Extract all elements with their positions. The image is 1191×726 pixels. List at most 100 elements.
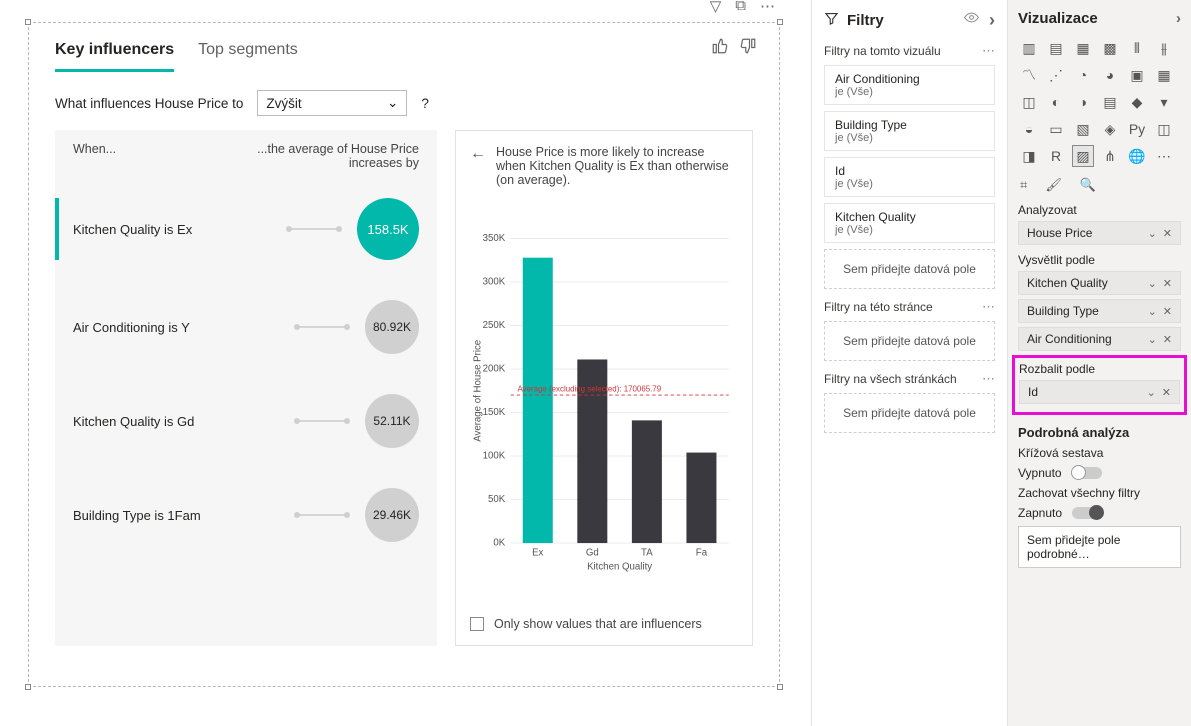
svg-text:Gd: Gd xyxy=(586,547,599,558)
viz-type-icon[interactable]: ⋔ xyxy=(1099,145,1121,167)
filter-card[interactable]: Air Conditioningje (Vše) xyxy=(824,65,995,105)
remove-field-icon[interactable]: ✕ xyxy=(1163,277,1172,290)
field-name: Air Conditioning xyxy=(1027,332,1112,346)
collapse-icon[interactable]: › xyxy=(1176,10,1181,27)
viz-type-icon[interactable]: ◆ xyxy=(1126,91,1148,113)
viz-type-icon[interactable]: ▾ xyxy=(1153,91,1175,113)
influencer-list: When... ...the average of House Price in… xyxy=(55,130,437,646)
keep-filters-toggle[interactable] xyxy=(1072,507,1102,519)
chevron-down-icon: ⌄ xyxy=(1148,227,1157,240)
viz-type-icon[interactable]: ▦ xyxy=(1072,37,1094,59)
viz-type-icon[interactable]: ▥ xyxy=(1018,37,1040,59)
field-well-item[interactable]: Kitchen Quality⌄✕ xyxy=(1018,271,1181,295)
viz-type-icon[interactable]: ▤ xyxy=(1099,91,1121,113)
more-icon[interactable]: ⋯ xyxy=(760,0,775,15)
viz-type-icon[interactable]: ◔ xyxy=(1072,64,1094,86)
filter-card[interactable]: Idje (Vše) xyxy=(824,157,995,197)
remove-field-icon[interactable]: ✕ xyxy=(1163,227,1172,240)
expand-by-highlight: Rozbalit podle Id⌄✕ xyxy=(1012,355,1187,415)
keep-filters-label: Zachovat všechny filtry xyxy=(1018,486,1181,500)
chevron-down-icon: ⌄ xyxy=(1148,277,1157,290)
collapse-icon[interactable]: › xyxy=(989,10,995,31)
help-icon[interactable]: ? xyxy=(421,96,429,111)
viz-type-icon[interactable]: ▧ xyxy=(1072,118,1094,140)
fields-tab-icon[interactable]: ⌗ xyxy=(1020,177,1027,193)
viz-type-icon[interactable]: Py xyxy=(1126,118,1148,140)
viz-type-icon[interactable]: ▣ xyxy=(1126,64,1148,86)
tab-top-segments[interactable]: Top segments xyxy=(198,41,298,72)
filter-card[interactable]: Building Typeje (Vše) xyxy=(824,111,995,151)
influencer-item[interactable]: Building Type is 1Fam29.46K xyxy=(73,488,419,542)
field-well-item[interactable]: House Price⌄✕ xyxy=(1018,221,1181,245)
analytics-tab-icon[interactable]: 🔍 xyxy=(1080,177,1096,193)
format-tab-icon[interactable]: 🖌 xyxy=(1045,177,1062,193)
filters-visual-drop[interactable]: Sem přidejte datová pole xyxy=(824,249,995,289)
filter-card[interactable]: Kitchen Qualityje (Vše) xyxy=(824,203,995,243)
viz-type-icon[interactable]: ⋯ xyxy=(1153,145,1175,167)
viz-type-icon[interactable]: 🌐 xyxy=(1126,145,1148,167)
field-well-item[interactable]: Air Conditioning⌄✕ xyxy=(1018,327,1181,351)
filters-all-drop[interactable]: Sem přidejte datová pole xyxy=(824,393,995,433)
field-name: Building Type xyxy=(1027,304,1099,318)
field-format-tabs: ⌗ 🖌 🔍 xyxy=(1020,177,1181,193)
viz-type-icon[interactable]: ⋰ xyxy=(1045,64,1067,86)
influencer-item[interactable]: Air Conditioning is Y80.92K xyxy=(73,300,419,354)
viz-type-icon[interactable]: ◨ xyxy=(1018,145,1040,167)
back-arrow-icon[interactable]: ← xyxy=(470,145,486,187)
field-well-item[interactable]: Id⌄✕ xyxy=(1019,380,1180,404)
chart-title: House Price is more likely to increase w… xyxy=(496,145,734,187)
influencer-label: Kitchen Quality is Gd xyxy=(73,414,279,429)
viz-type-icon[interactable]: ◑ xyxy=(1072,91,1094,113)
only-influencers-checkbox[interactable] xyxy=(470,617,484,631)
well-analyze-label: Analyzovat xyxy=(1018,203,1181,217)
viz-type-icon[interactable]: ▩ xyxy=(1099,37,1121,59)
viz-type-icon[interactable]: ▭ xyxy=(1045,118,1067,140)
direction-select[interactable]: Zvýšit ⌄ xyxy=(257,90,407,116)
viz-type-icon[interactable]: ◈ xyxy=(1099,118,1121,140)
viz-type-icon[interactable]: ▤ xyxy=(1045,37,1067,59)
focus-mode-icon[interactable]: ⧉ xyxy=(735,0,746,15)
filters-page-drop[interactable]: Sem přidejte datová pole xyxy=(824,321,995,361)
more-icon[interactable]: ⋯ xyxy=(982,371,995,387)
key-influencers-visual[interactable]: ▽ ⧉ ⋯ Key influencers Top segments What … xyxy=(28,22,780,687)
viz-type-icon[interactable]: ◫ xyxy=(1153,118,1175,140)
more-icon[interactable]: ⋯ xyxy=(982,43,995,59)
remove-field-icon[interactable]: ✕ xyxy=(1162,386,1171,399)
cross-report-toggle[interactable] xyxy=(1072,467,1102,479)
viz-type-icon[interactable]: ◫ xyxy=(1018,91,1040,113)
viz-type-icon[interactable]: ▦ xyxy=(1153,64,1175,86)
question-prefix: What influences House Price to xyxy=(55,96,243,111)
chevron-down-icon: ⌄ xyxy=(387,95,398,111)
thumbs-down-icon[interactable] xyxy=(739,37,757,60)
remove-field-icon[interactable]: ✕ xyxy=(1163,305,1172,318)
viz-type-icon[interactable]: ◒ xyxy=(1018,118,1040,140)
viz-type-icon[interactable]: ▨ xyxy=(1072,145,1094,167)
viz-type-icon[interactable]: R xyxy=(1045,145,1067,167)
eye-icon[interactable] xyxy=(964,10,979,31)
field-well-item[interactable]: Building Type⌄✕ xyxy=(1018,299,1181,323)
svg-text:300K: 300K xyxy=(483,277,506,288)
svg-text:Fa: Fa xyxy=(696,547,708,558)
viz-type-icon[interactable]: ⫵ xyxy=(1153,37,1175,59)
viz-type-icon[interactable]: ⫴ xyxy=(1126,37,1148,59)
influencer-item[interactable]: Kitchen Quality is Ex158.5K xyxy=(73,198,419,260)
svg-text:250K: 250K xyxy=(483,320,506,331)
svg-text:0K: 0K xyxy=(493,538,505,549)
thumbs-up-icon[interactable] xyxy=(711,37,729,60)
viz-type-icon[interactable]: 〽 xyxy=(1018,64,1040,86)
influencer-item[interactable]: Kitchen Quality is Gd52.11K xyxy=(73,394,419,448)
viz-type-icon[interactable]: ◐ xyxy=(1045,91,1067,113)
tab-key-influencers[interactable]: Key influencers xyxy=(55,41,174,72)
remove-field-icon[interactable]: ✕ xyxy=(1163,333,1172,346)
drillthrough-drop[interactable]: Sem přidejte pole podrobné… xyxy=(1018,526,1181,568)
field-name: Id xyxy=(1028,385,1038,399)
direction-select-value: Zvýšit xyxy=(266,96,301,111)
then-header: ...the average of House Price increases … xyxy=(249,142,419,170)
visualizations-pane: Vizualizace › ▥▤▦▩⫴⫵〽⋰◔◕▣▦◫◐◑▤◆▾◒▭▧◈Py◫◨… xyxy=(1007,0,1191,726)
viz-title: Vizualizace xyxy=(1018,10,1098,27)
influencer-track xyxy=(297,514,347,516)
more-icon[interactable]: ⋯ xyxy=(982,299,995,315)
filter-icon[interactable]: ▽ xyxy=(710,0,722,15)
cross-report-value: Vypnuto xyxy=(1018,466,1062,480)
viz-type-icon[interactable]: ◕ xyxy=(1099,64,1121,86)
